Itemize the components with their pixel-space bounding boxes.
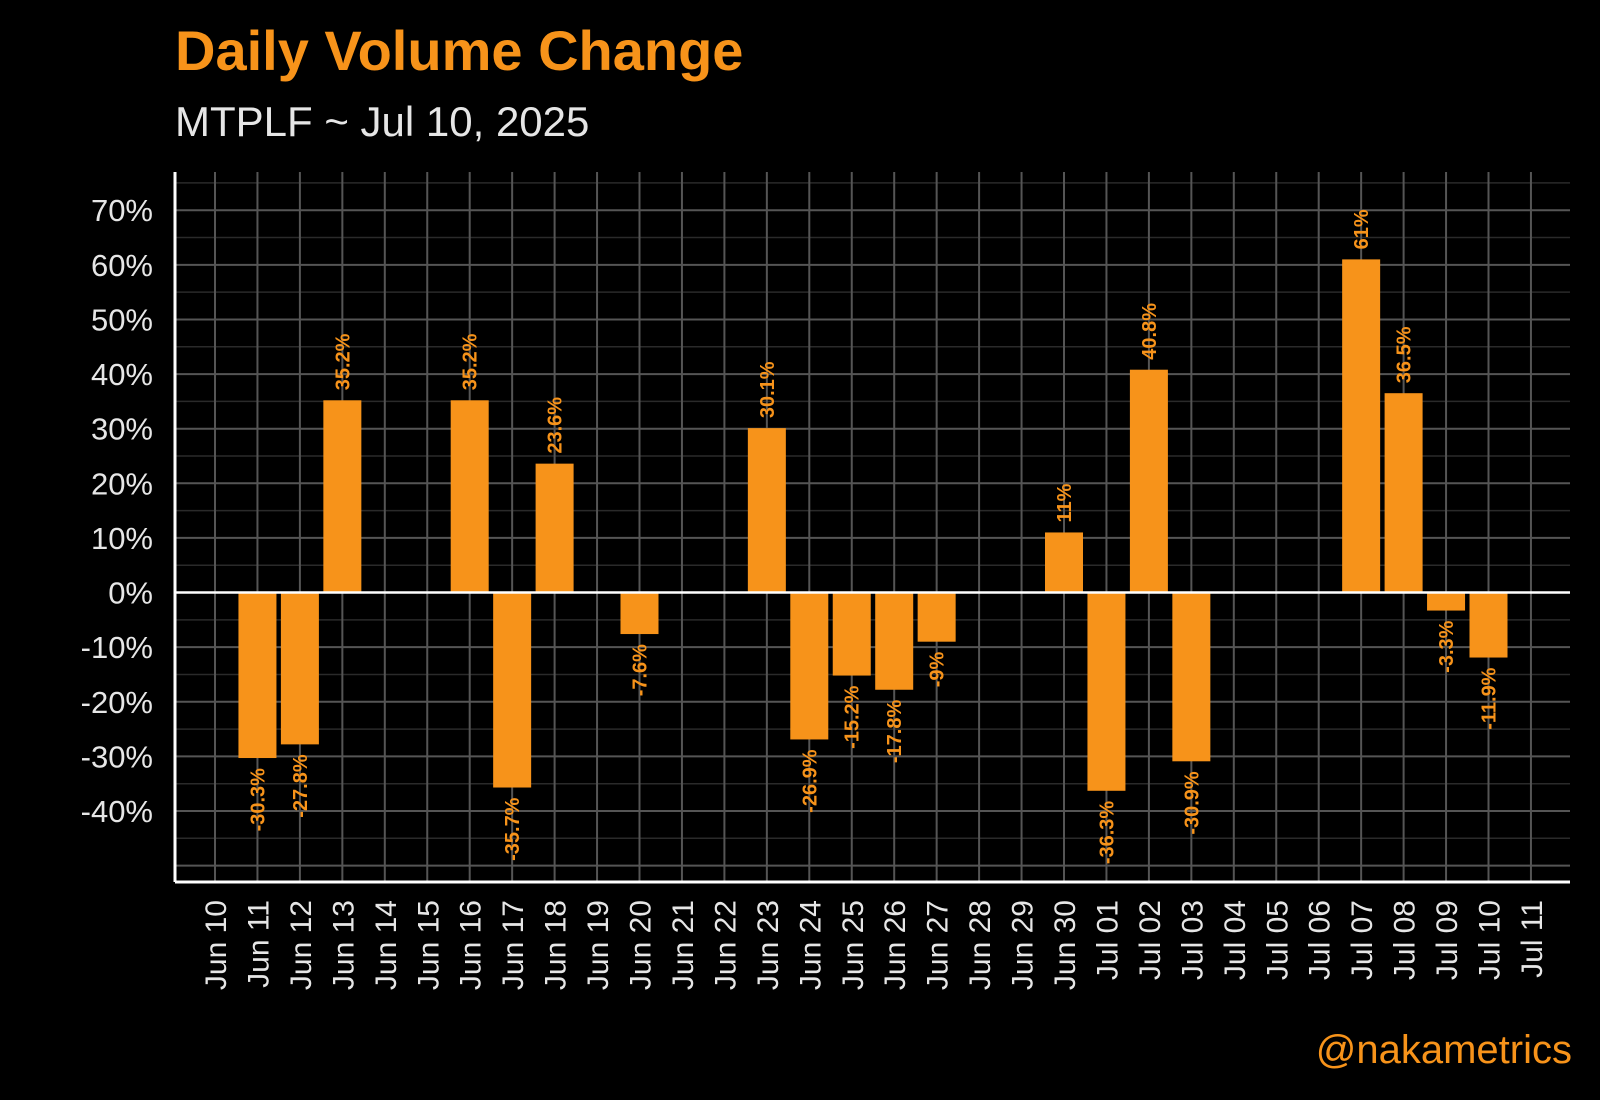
x-tick-label: Jun 11 — [242, 900, 275, 988]
bar — [1129, 369, 1168, 593]
x-tick-label: Jun 13 — [327, 900, 360, 990]
bar — [1469, 592, 1508, 658]
x-tick-label: Jul 01 — [1091, 900, 1124, 980]
bar — [493, 592, 532, 788]
y-tick-label: 20% — [91, 466, 153, 501]
data-label: -11.9% — [1479, 667, 1501, 729]
x-tick-label: Jun 30 — [1049, 900, 1082, 990]
data-label: 36.5% — [1394, 326, 1416, 383]
watermark: @nakametrics — [1315, 1028, 1572, 1072]
x-tick-label: Jun 15 — [412, 900, 445, 990]
data-label: -36.3% — [1096, 801, 1118, 865]
bar — [790, 592, 829, 740]
bars — [238, 259, 1508, 791]
x-tick-label: Jun 16 — [455, 900, 488, 990]
bar — [1342, 259, 1381, 593]
bar — [620, 592, 659, 635]
bar — [1045, 532, 1083, 593]
bar — [450, 400, 489, 593]
x-tick-label: Jun 22 — [709, 900, 742, 990]
x-tick-label: Jun 17 — [497, 900, 530, 990]
y-tick-label: 70% — [91, 193, 153, 228]
y-tick-label: 40% — [91, 357, 153, 392]
y-tick-label: -30% — [81, 739, 153, 774]
bar — [747, 428, 786, 593]
data-label: 11% — [1054, 483, 1076, 522]
data-label: -26.9% — [799, 749, 821, 813]
x-tick-label: Jul 05 — [1261, 900, 1294, 980]
y-tick-label: -10% — [81, 630, 153, 665]
x-tick-label: Jul 10 — [1474, 900, 1507, 980]
x-tick-label: Jul 06 — [1304, 900, 1337, 980]
x-tick-label: Jun 21 — [667, 900, 700, 990]
x-tick-label: Jul 02 — [1134, 900, 1167, 980]
data-label: 61% — [1351, 209, 1373, 249]
bar — [1427, 592, 1466, 611]
x-tick-label: Jun 19 — [582, 900, 615, 990]
y-axis-ticks: 70% 60% 50% 40% 30% 20% 10% 0% -10% -20% -30% -40% — [81, 193, 153, 829]
x-tick-label: Jun 14 — [370, 900, 403, 990]
x-tick-label: Jun 20 — [625, 900, 658, 990]
x-tick-label: Jun 12 — [285, 900, 318, 990]
x-tick-label: Jun 10 — [200, 900, 233, 990]
data-label: 30.1% — [757, 361, 779, 418]
y-tick-label: 60% — [91, 248, 153, 283]
y-tick-label: 30% — [91, 412, 153, 447]
data-labels: -30.3% -27.8% 35.2% 35.2% -35.7% 23.6% -7.6% 30… — [247, 209, 1500, 864]
chart-subtitle: MTPLF ~ Jul 10, 2025 — [175, 98, 590, 145]
data-label: -30.9% — [1181, 771, 1203, 835]
x-tick-label: Jun 26 — [879, 900, 912, 990]
data-label: 35.2% — [332, 333, 354, 390]
bar — [535, 463, 574, 593]
y-tick-label: -20% — [81, 685, 153, 720]
x-tick-label: Jul 07 — [1346, 900, 1379, 980]
bar — [280, 592, 319, 745]
bar — [1384, 393, 1423, 593]
x-tick-label: Jun 29 — [1007, 900, 1040, 990]
x-tick-label: Jun 27 — [922, 900, 955, 990]
x-tick-label: Jul 09 — [1431, 900, 1464, 980]
y-tick-label: 10% — [91, 521, 153, 556]
x-tick-label: Jun 24 — [794, 900, 827, 990]
axes — [173, 172, 1570, 884]
data-label: -15.2% — [842, 685, 864, 749]
data-label: -30.3% — [247, 768, 269, 832]
x-axis-ticks: Jun 10 Jun 11 Jun 12 Jun 13 Jun 14 Jun 15 Jun … — [200, 900, 1549, 990]
x-tick-label: Jul 08 — [1389, 900, 1422, 980]
x-tick-label: Jun 23 — [752, 900, 785, 990]
y-tick-label: 0% — [108, 576, 153, 611]
y-tick-label: -40% — [81, 794, 153, 829]
x-tick-label: Jul 11 — [1516, 900, 1549, 978]
data-label: -27.8% — [290, 754, 312, 818]
data-label: 35.2% — [460, 333, 482, 390]
bar — [1172, 592, 1211, 762]
data-label: -7.6% — [630, 644, 652, 696]
x-tick-label: Jun 28 — [964, 900, 997, 990]
x-tick-label: Jul 04 — [1219, 900, 1252, 980]
x-tick-label: Jun 25 — [837, 900, 870, 990]
data-label: -3.3% — [1436, 620, 1458, 672]
bar — [832, 592, 871, 676]
data-label: 40.8% — [1139, 303, 1161, 360]
data-label: -35.7% — [502, 797, 524, 861]
bar — [917, 592, 956, 642]
bar — [1087, 592, 1126, 791]
bar — [238, 592, 277, 759]
y-tick-label: 50% — [91, 302, 153, 337]
data-label: -17.8% — [884, 700, 906, 764]
x-tick-label: Jun 18 — [540, 900, 573, 990]
chart-title: Daily Volume Change — [175, 19, 744, 82]
bar — [875, 592, 914, 690]
data-label: 23.6% — [545, 397, 567, 454]
data-label: -9% — [927, 651, 949, 687]
x-tick-label: Jul 03 — [1176, 900, 1209, 980]
bar — [323, 400, 362, 593]
